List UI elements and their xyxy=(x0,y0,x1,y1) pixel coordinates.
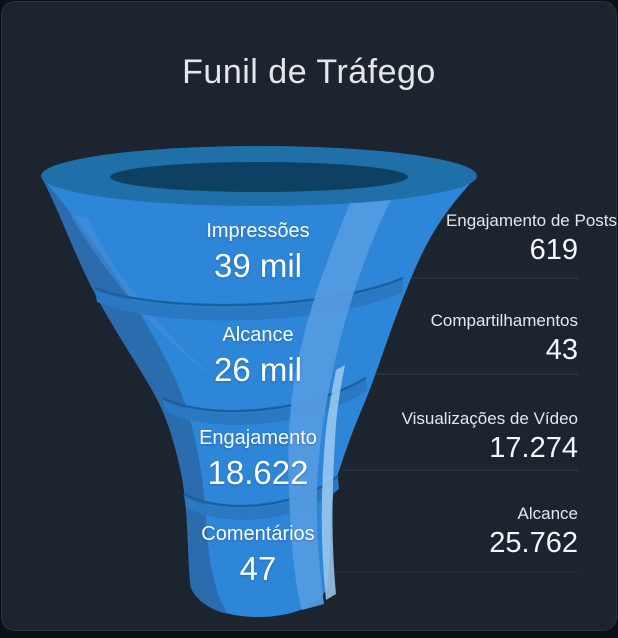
funnel-divider-edge-2 xyxy=(162,376,367,413)
funnel-body-shape xyxy=(41,176,477,617)
funnel-swoosh-highlight xyxy=(70,215,215,378)
chart-title: Funil de Tráfego xyxy=(182,53,436,91)
funnel-divider-edge-3 xyxy=(183,475,339,508)
funnel-divider-edge-1 xyxy=(94,276,404,307)
funnel-pale-stripe xyxy=(321,365,345,600)
funnel-divider-band-2 xyxy=(163,380,367,425)
funnel-highlight-stripe xyxy=(288,198,392,610)
funnel-left-shade xyxy=(41,176,228,614)
funnel-opening xyxy=(110,162,408,192)
